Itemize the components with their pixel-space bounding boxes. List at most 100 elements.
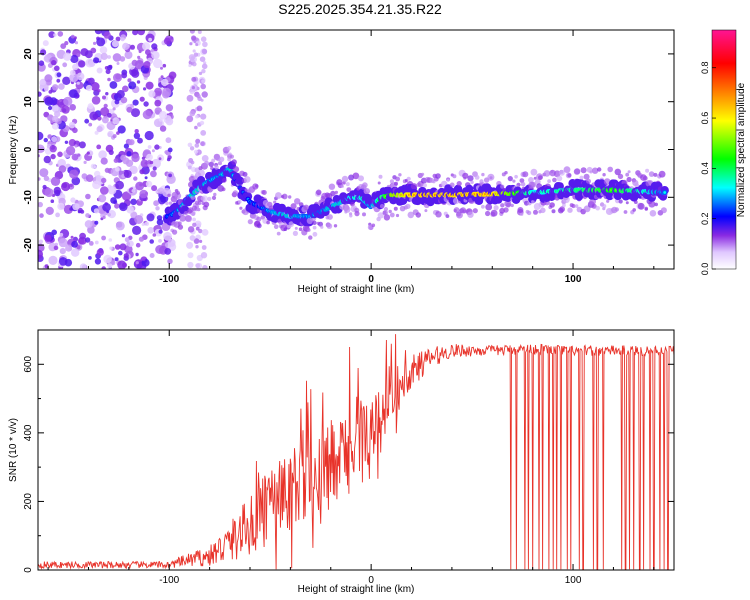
ridge-halo [239, 206, 243, 210]
ridge-halo [562, 196, 570, 204]
ridge-halo [520, 212, 524, 216]
noise-blob [139, 96, 145, 102]
noise-blob [201, 229, 209, 236]
ridge-halo [591, 167, 599, 174]
ridge-halo [626, 176, 632, 183]
ridge-halo [538, 175, 543, 181]
ridge-halo [389, 212, 395, 218]
ridge-halo [218, 156, 225, 162]
ridge-halo [512, 179, 516, 183]
noise-blob [40, 49, 47, 56]
ridge-halo [244, 176, 251, 183]
noise-blob [70, 197, 76, 203]
noise-blob [114, 257, 119, 262]
noise-blob [130, 103, 134, 108]
ridge-halo [388, 209, 392, 214]
ridge-halo [172, 229, 178, 235]
noise-blob [114, 203, 120, 209]
noise-blob [107, 212, 111, 217]
noise-blob [152, 166, 157, 171]
ridge-halo [632, 208, 636, 212]
noise-blob [186, 241, 194, 249]
noise-blob [53, 245, 59, 251]
noise-blob [137, 137, 143, 144]
ridge-halo [221, 187, 226, 192]
noise-blob [125, 51, 132, 58]
noise-blob [187, 226, 195, 233]
ridge-halo [394, 181, 398, 186]
colorbar-tick-label: 0.8 [700, 61, 710, 74]
noise-blob [123, 170, 132, 178]
noise-blob [138, 236, 144, 242]
ridge-halo [517, 207, 524, 213]
ridge-halo [531, 200, 535, 204]
noise-blob [50, 176, 61, 186]
noise-blob [198, 228, 203, 234]
ridge-halo [298, 227, 303, 231]
ridge-halo [519, 178, 525, 184]
ridge-halo [273, 224, 279, 229]
noise-blob [101, 235, 106, 241]
noise-blob [144, 221, 150, 226]
snr-line-layer [38, 334, 674, 570]
noise-blob [158, 77, 162, 82]
noise-blob [43, 86, 49, 92]
noise-blob [202, 265, 208, 269]
ridge-halo [395, 176, 400, 182]
ridge-halo [474, 175, 480, 180]
noise-blob [136, 80, 141, 84]
noise-blob [38, 239, 44, 244]
ridge-halo [583, 173, 590, 180]
noise-blob [151, 185, 158, 192]
noise-blob [127, 78, 132, 83]
ridge-halo [530, 168, 538, 176]
ridge-halo [290, 203, 297, 210]
noise-blob [131, 69, 140, 78]
ridge-halo [462, 172, 469, 179]
ridge-halo [312, 220, 317, 225]
ridge-halo [634, 183, 640, 188]
noise-blob [164, 150, 169, 155]
y-tick-label: 200 [23, 493, 34, 510]
noise-blob [187, 252, 194, 259]
ridge-halo [637, 202, 645, 210]
noise-blob [155, 190, 159, 194]
noise-blob [165, 137, 172, 144]
x-tick-label: 0 [368, 575, 374, 586]
colorbar-tick-label: 0.4 [700, 162, 710, 175]
ridge-halo [318, 221, 323, 227]
ridge-halo [528, 177, 534, 183]
ridge-halo [221, 177, 227, 183]
ridge-halo [200, 196, 205, 201]
noise-blob [51, 136, 58, 143]
ridge-halo [633, 200, 638, 205]
ridge-halo [393, 206, 398, 211]
noise-blob [108, 238, 113, 242]
noise-blob [94, 130, 99, 135]
noise-blob [55, 212, 60, 218]
noise-blob [135, 242, 141, 248]
ridge-halo [462, 209, 467, 214]
noise-blob [84, 118, 90, 124]
noise-blob [116, 90, 125, 99]
noise-blob [85, 80, 89, 84]
ridge-halo [242, 171, 248, 177]
noise-blob [53, 186, 61, 195]
ridge-halo [567, 173, 572, 178]
ridge-halo [456, 181, 462, 187]
colorbar-gradient [711, 29, 737, 270]
ridge-halo [218, 161, 222, 166]
noise-blob [88, 77, 95, 85]
noise-blob [114, 99, 120, 105]
ridge-halo [406, 176, 411, 181]
noise-blob [56, 72, 62, 78]
noise-blob [63, 204, 73, 214]
noise-blob [187, 261, 194, 269]
noise-blob [43, 155, 51, 164]
ridge-halo [382, 210, 387, 215]
noise-blob [60, 43, 67, 49]
ridge-halo [567, 207, 573, 213]
ridge-halo [424, 209, 428, 213]
noise-blob [61, 105, 70, 114]
noise-blob [93, 41, 97, 46]
